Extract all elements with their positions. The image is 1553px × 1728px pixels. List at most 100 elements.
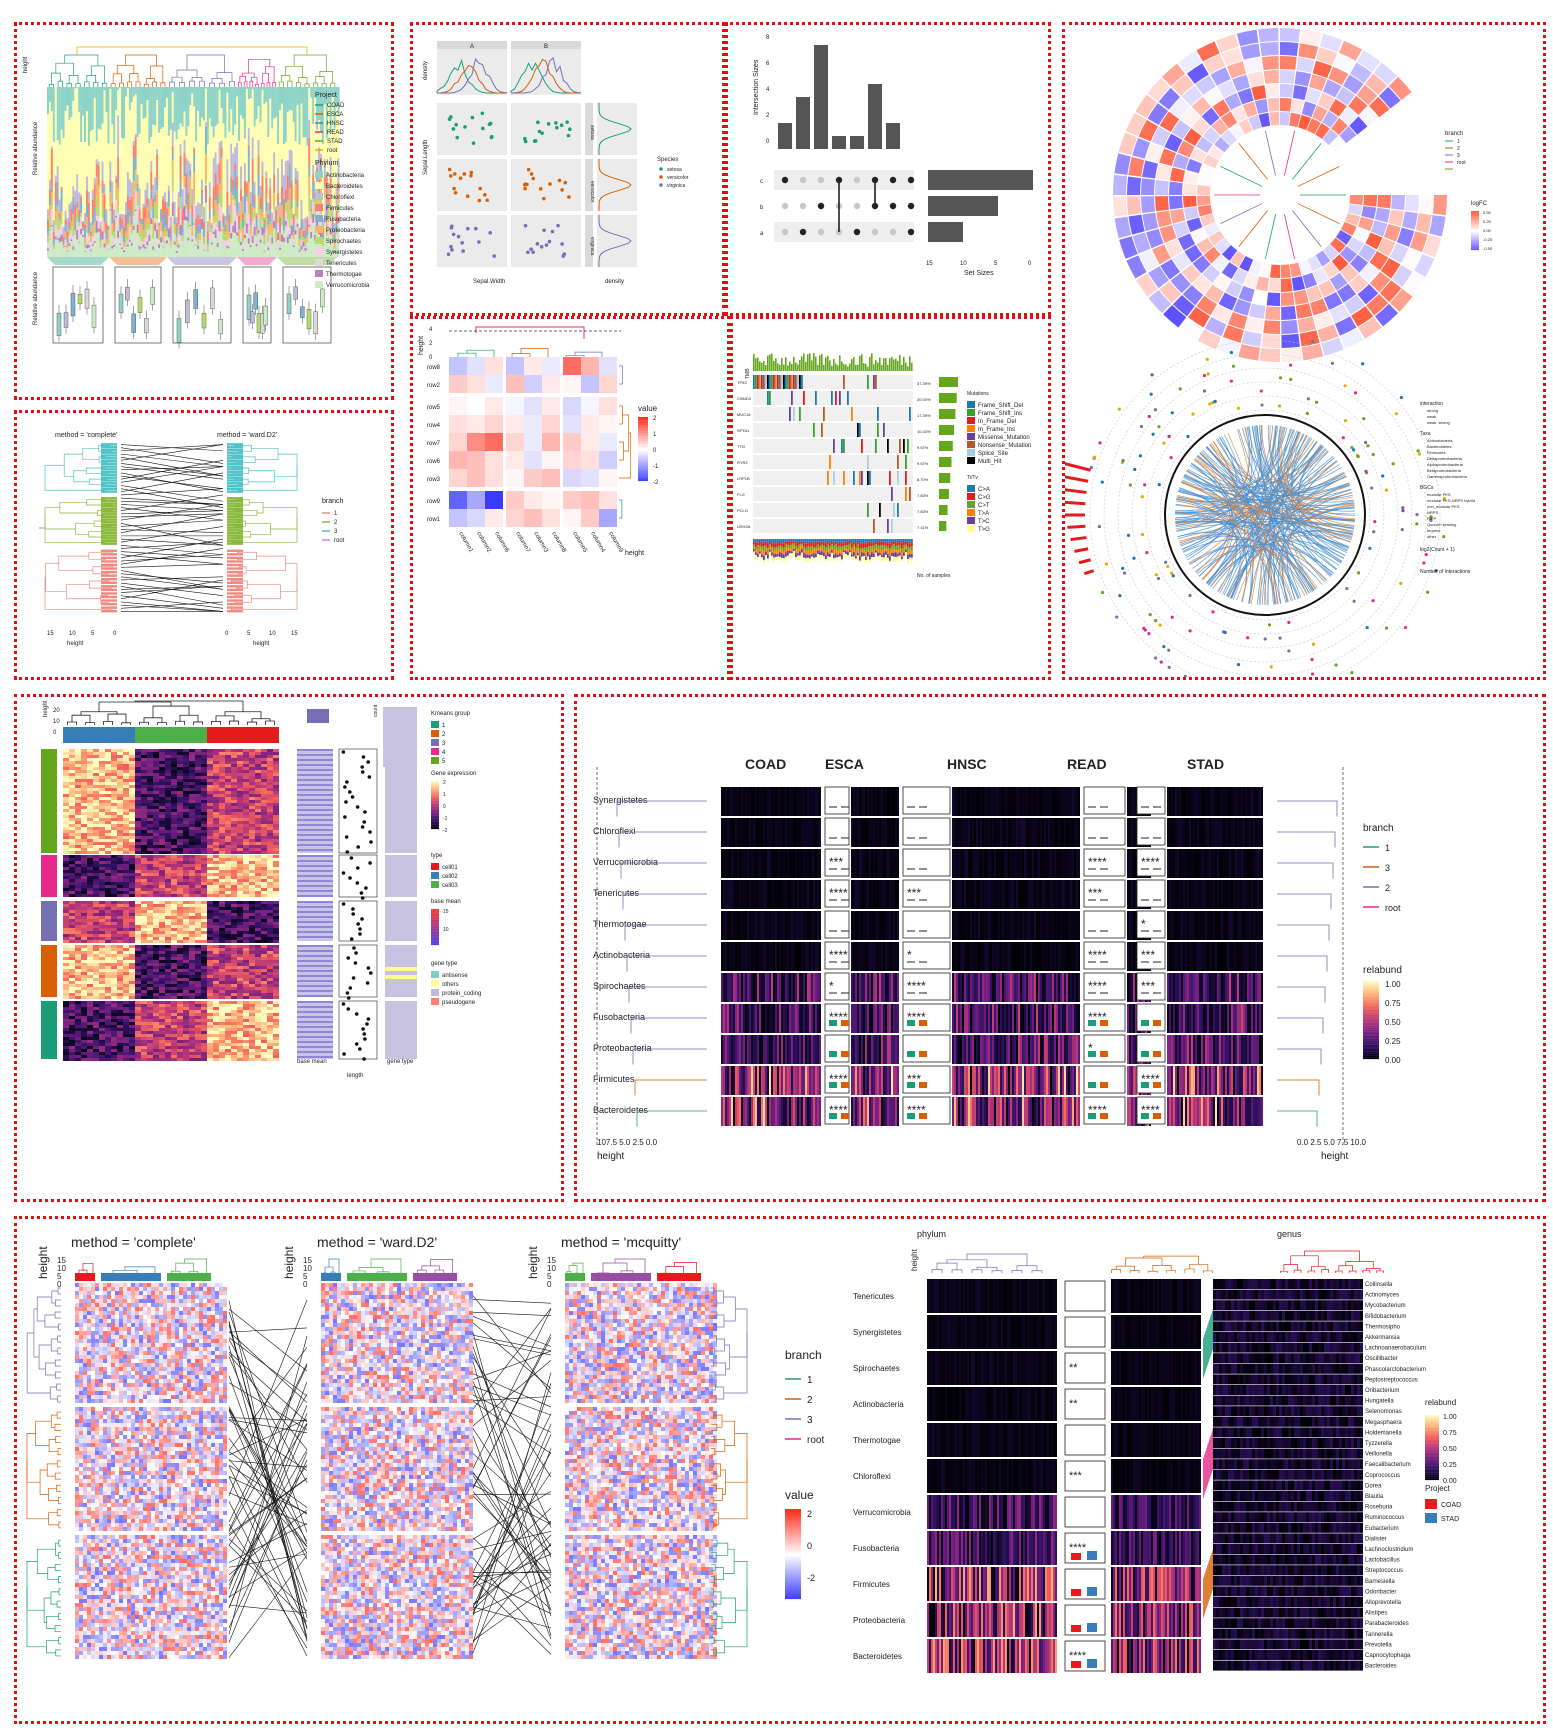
p6-titv-bar [911,554,913,558]
p1-abundance-bar [119,231,122,233]
p2-leaf-right [227,553,243,556]
p6-onco-cell [853,503,855,517]
p6-onco-cell [783,519,785,533]
p9-heat-cell [237,767,243,770]
p1-abundance-bar [56,230,59,239]
p1-dendro-branch [285,65,304,78]
p6-onco-cell [877,391,879,405]
p2-xtick-left: 10 [69,631,76,637]
p6-titv-bar [871,539,873,544]
p1-abundance-bar [138,188,141,210]
p6-onco-cell [897,407,899,421]
p8-dot [1337,677,1340,680]
p6-onco-cell [899,503,901,517]
p9-heat-cell [171,752,177,755]
p6-titv-bar [835,541,837,545]
p1-abundance-bar [230,223,233,233]
p1-abundance-bar [107,229,110,239]
p6-onco-cell [801,391,803,405]
p6-titv-bar [779,552,781,558]
p6-onco-cell [817,423,819,437]
p1-abundance-bar [257,139,260,157]
p1-abundance-bar [273,228,276,257]
p5-heat-cell [542,375,560,393]
p6-onco-cell [893,391,895,405]
p9-heat-cell [81,770,87,773]
p6-gene-bar [939,441,953,451]
p1-abundance-bar [87,202,90,221]
p1-abundance-bar [294,216,297,218]
p7-ring-cell [1148,266,1169,289]
p6-onco-cell [875,487,877,501]
p5-heat-cell [449,469,467,487]
p7-ring-cell [1268,278,1280,292]
p6-onco-cell [831,375,833,389]
p1-abundance-bar [212,208,215,216]
p6-onco-cell [893,503,895,517]
p9-heat-cell [141,767,147,770]
p1-abundance-bar [249,247,252,257]
p6-onco-cell [803,519,805,533]
p7-ring-cell [1196,295,1217,316]
p6-titv-bar [837,557,839,561]
p1-abundance-bar [167,237,170,257]
p6-onco-cell [823,391,825,405]
p1-abundance-bar [331,221,334,225]
p6-gene-label: RYR2 [737,460,748,465]
p6-titv-bar [763,555,765,561]
p1-abundance-bar [323,215,326,223]
p1-abundance-bar [228,214,231,224]
p6-onco-cell [843,519,845,533]
p1-abundance-bar [331,248,334,257]
p6-gene-bar [939,473,951,483]
p6-titv-bar [863,539,865,543]
p1-abundance-bar [275,117,278,207]
p6-onco-cell [799,423,801,437]
p1-box [131,313,136,333]
p6-onco-cell [783,423,785,437]
p7-ring-cell [1293,289,1309,305]
p6-onco-cell [791,471,793,485]
p1-abundance-bar [269,234,272,241]
p2-legend-label: 3 [334,529,338,535]
p1-abundance-bar [230,87,233,110]
p8-link [1226,430,1298,597]
p9-heat-cell [153,758,159,761]
p6-onco-cell [765,487,767,501]
p7-legend2-gradient [1471,226,1479,228]
p6-onco-cell [877,471,879,485]
p1-abundance-bar [76,87,79,175]
p5-heat-cell [467,357,485,375]
p1-abundance-bar [298,246,301,250]
p1-abundance-bar [165,240,168,244]
p5-col-root [475,326,585,339]
p7-ring-cell [1363,195,1377,207]
p4-matrix-dot [889,176,897,184]
p1-abundance-bar [111,124,114,182]
p6-tmb-bar [815,356,817,371]
p1-abundance-bar [329,87,332,133]
p9-heat-cell [171,767,177,770]
p7-ring-cell [1306,118,1321,135]
p5-row-label: row1 [427,517,441,523]
p6-onco-cell [841,471,843,485]
p1-abundance-bar [54,224,57,235]
p6-onco-cell [763,519,765,533]
p1-abundance-bar [195,238,198,241]
p6-titv-bar [899,555,901,558]
p6-onco-cell [873,455,875,469]
p1-abundance-bar [193,223,196,225]
p6-tmb-bar [787,365,789,371]
p6-titv-bar [887,553,889,558]
p7-ring-cell [1183,206,1199,221]
p6-onco-cell [855,423,857,437]
p9-heat-cell [141,749,147,752]
p1-abundance-bar [113,209,116,220]
p7-ring-cell [1228,311,1248,330]
p3-legend-key [659,175,663,179]
p6-onco-cell [767,407,769,421]
p1-abundance-bar [117,206,120,213]
p9-heat-cell [69,752,75,755]
p6-onco-cell [803,407,805,421]
p6-onco-cell [863,407,865,421]
